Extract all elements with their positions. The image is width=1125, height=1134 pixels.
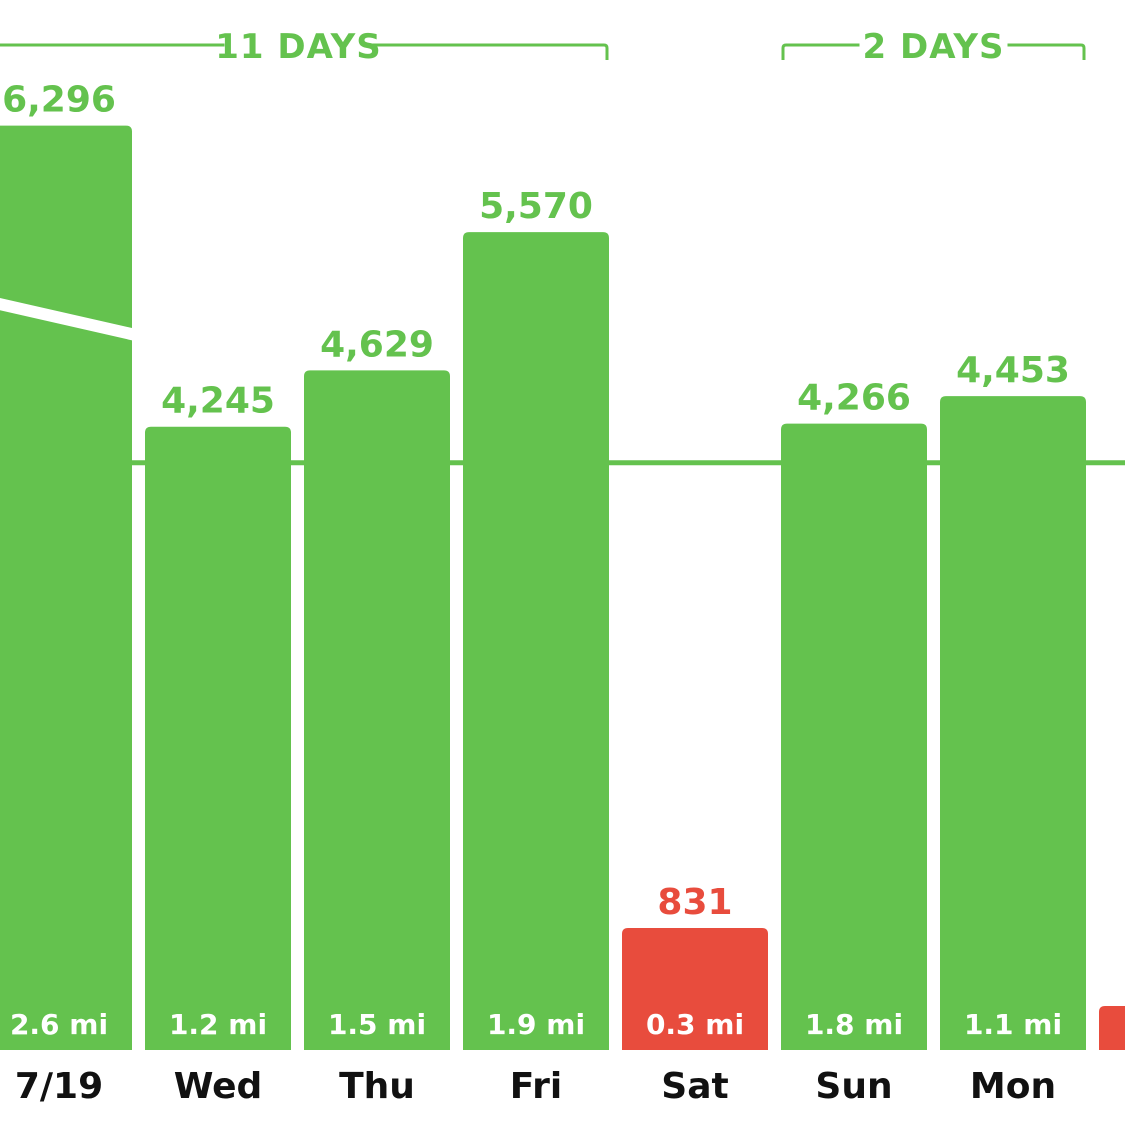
value-label-3: 5,570: [479, 186, 593, 227]
value-label-4: 831: [657, 882, 732, 923]
bar-0-break-mark: [0, 297, 142, 342]
bar-3: [463, 232, 609, 1050]
day-label-1: Wed: [174, 1066, 263, 1107]
bar-7: [1099, 1005, 1125, 1050]
value-label-6: 4,453: [956, 350, 1070, 391]
value-label-1: 4,245: [161, 381, 275, 422]
distance-label-4: 0.3 mi: [646, 1008, 744, 1041]
bar-6: [940, 396, 1086, 1050]
streak-bracket-right-0: [372, 43, 609, 60]
distance-label-0: 2.6 mi: [10, 1008, 108, 1041]
day-label-6: Mon: [970, 1066, 1056, 1107]
day-label-3: Fri: [510, 1066, 562, 1107]
streak-layer: 11 DAYS 2 DAYS: [0, 27, 1086, 67]
streak-bracket-right-1: [1007, 43, 1086, 60]
value-label-5: 4,266: [797, 378, 911, 419]
value-label-2: 4,629: [320, 324, 434, 365]
streak-label-1: 2 DAYS: [863, 27, 1005, 67]
day-label-4: Sat: [661, 1066, 728, 1107]
bars-layer: [0, 125, 1125, 1051]
bar-0: [0, 125, 132, 1050]
bar-2: [304, 370, 450, 1051]
bar-1: [145, 426, 291, 1050]
day-label-0: 7/19: [15, 1066, 103, 1107]
day-label-5: Sun: [815, 1066, 892, 1107]
distance-label-3: 1.9 mi: [487, 1008, 585, 1041]
streak-bracket-left-0: [0, 43, 225, 47]
distance-label-1: 1.2 mi: [169, 1008, 267, 1041]
streak-label-0: 11 DAYS: [215, 27, 382, 67]
distance-label-5: 1.8 mi: [805, 1008, 903, 1041]
distance-label-6: 1.1 mi: [964, 1008, 1062, 1041]
streak-bracket-left-1: [781, 43, 860, 60]
bar-5: [781, 423, 927, 1051]
value-label-0: 6,296: [2, 80, 116, 121]
distance-label-2: 1.5 mi: [328, 1008, 426, 1041]
day-label-2: Thu: [339, 1066, 415, 1107]
labels-layer: 6,296 2.6 mi 7/19 4,245 1.2 mi Wed 4,629 1.5 mi…: [2, 80, 1070, 1107]
bar-4: [622, 927, 768, 1050]
